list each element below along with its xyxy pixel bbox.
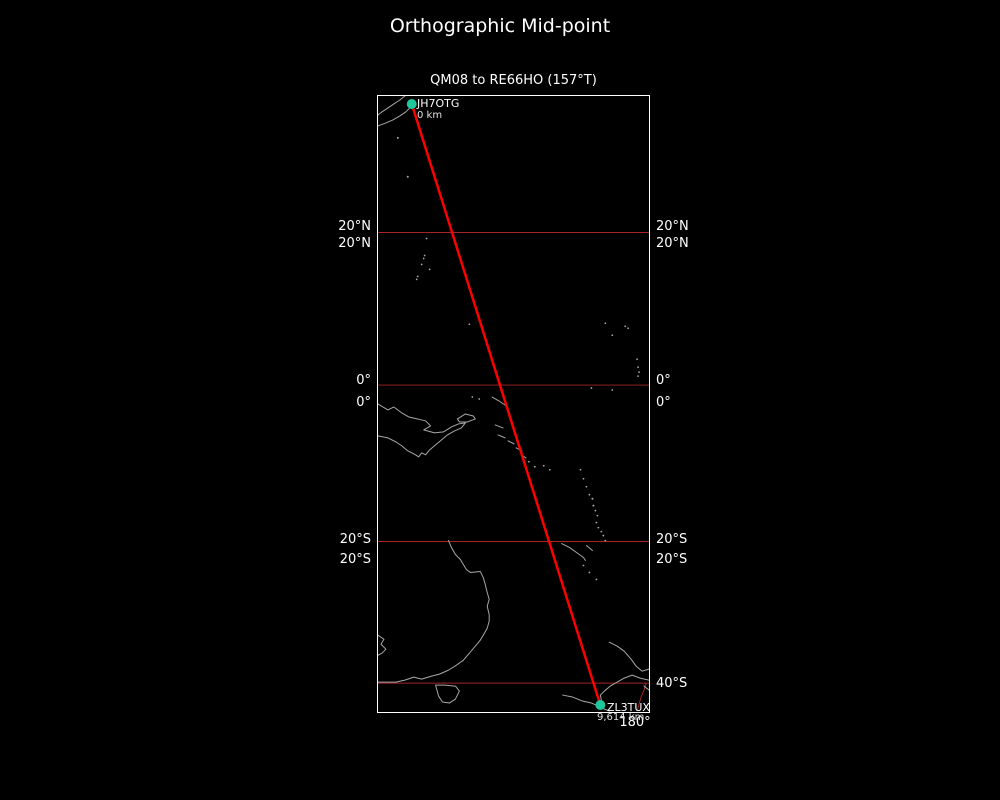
coastline-new-caledonia — [561, 543, 586, 561]
lat-label-left-20s-a: 20°S — [339, 532, 371, 547]
start-marker-distance: 0 km — [417, 110, 443, 121]
start-marker-dot — [406, 98, 417, 109]
lat-label-left-20n-b: 20°N — [338, 236, 371, 251]
map-subtitle: QM08 to RE66HO (157°T) — [430, 73, 597, 88]
coastline-new-guinea — [378, 403, 466, 458]
coastline-nz-south-island — [562, 694, 610, 712]
lat-label-right-20s-b: 20°S — [656, 552, 688, 567]
lat-label-right-20n-b: 20°N — [656, 236, 689, 251]
gridline-meridian-180 — [636, 682, 647, 712]
great-circle-path — [410, 102, 602, 707]
end-marker-distance: 9,614 km — [597, 712, 645, 723]
lat-label-right-0-b: 0° — [656, 395, 671, 410]
coastlines-group — [378, 96, 649, 712]
coastline-tasmania — [435, 684, 460, 704]
map-svg — [378, 96, 649, 712]
coastline-australia-east — [378, 540, 490, 683]
coastline-solomons-2 — [497, 434, 506, 439]
lon-label-180: 180° — [619, 715, 651, 730]
lat-label-left-20n-a: 20°N — [338, 219, 371, 234]
coastline-nz-north-island-west — [599, 674, 649, 701]
coastline-new-britain — [456, 413, 476, 423]
coastline-nz-north-island-top — [608, 641, 649, 672]
start-marker-callsign: JH7OTG — [417, 97, 460, 110]
end-marker-dot — [595, 700, 606, 711]
small-islands-group — [396, 136, 640, 581]
map-canvas — [377, 95, 650, 713]
gridlines-group — [378, 232, 649, 712]
coastline-australia-gulfs — [378, 634, 387, 656]
coastline-loyalty-islands — [585, 545, 593, 552]
coastline-solomons-3 — [507, 440, 515, 445]
end-marker-callsign: ZL3TUX — [607, 701, 650, 714]
coastline-solomons-1 — [494, 424, 504, 429]
lat-label-right-40s: 40°S — [656, 676, 688, 691]
lat-label-left-0-b: 0° — [356, 395, 371, 410]
lat-label-left-0-a: 0° — [356, 373, 371, 388]
lat-label-right-20n-a: 20°N — [656, 219, 689, 234]
figure-title: Orthographic Mid-point — [389, 15, 611, 37]
coastline-nz-east-cape — [643, 685, 649, 691]
lat-label-left-20s-b: 20°S — [339, 552, 371, 567]
lat-label-right-0-a: 0° — [656, 373, 671, 388]
lat-label-right-20s-a: 20°S — [656, 532, 688, 547]
coastline-japan-north — [378, 96, 406, 116]
